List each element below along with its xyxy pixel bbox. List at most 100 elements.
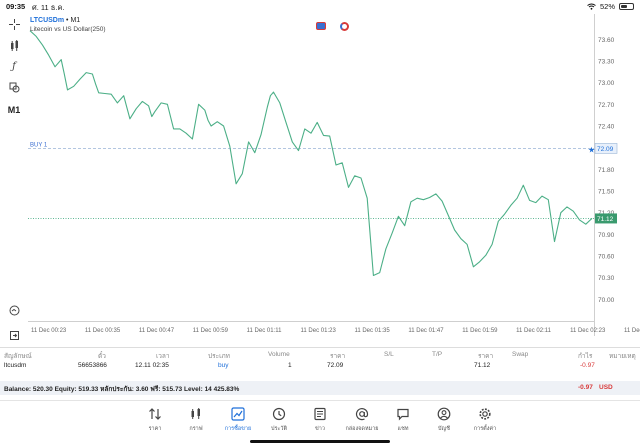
table-header: สัญลักษณ์ ตั๋ว เวลา ประเภท Volume ราคา S… (0, 347, 640, 360)
status-bar: 09:35 ศ. 11 ธ.ค. 52% (0, 0, 640, 14)
x-tick-label: 11 Dec 02:11 (516, 328, 551, 334)
nav-settings[interactable]: การตั้งค่า (465, 407, 505, 433)
order-price-tag (594, 143, 618, 154)
trade-table: สัญลักษณ์ ตั๋ว เวลา ประเภท Volume ราคา S… (0, 347, 640, 395)
title-separator: • (66, 17, 69, 24)
balance-bar: Balance: 520.30 Equity: 519.33 หลักประกั… (0, 381, 640, 395)
nav-chart[interactable]: กราฟ (176, 407, 216, 433)
x-tick-label: 11 Dec 01:23 (301, 328, 337, 334)
row-time: 12.11 02:35 (135, 362, 169, 369)
y-tick-label: 72.40 (598, 124, 615, 131)
settings-icon (479, 408, 491, 420)
header-swap: Swap (512, 351, 529, 358)
header-comment: หมายเหตุ (609, 353, 636, 360)
objects-icon[interactable] (4, 79, 24, 95)
y-tick-label: 73.00 (598, 80, 615, 87)
y-tick-label: 70.60 (598, 254, 615, 261)
x-tick-label: 11 Dec 01:35 (354, 328, 390, 334)
battery-icon (619, 3, 634, 10)
quotes-icon (149, 408, 161, 420)
header-volume: Volume (268, 351, 290, 358)
order-line-label: BUY 1 (30, 142, 48, 148)
battery-percent: 52% (599, 2, 615, 11)
order-star-icon: ★ (588, 145, 595, 154)
price-series-line (29, 30, 593, 277)
row-ticket: 56653866 (78, 362, 107, 369)
y-tick-label: 73.60 (598, 37, 615, 44)
y-tick-label: 72.70 (598, 102, 615, 109)
header-time: เวลา (156, 353, 170, 360)
header-open-price: ราคา (330, 353, 346, 360)
nav-mailbox[interactable]: กล่องจดหมาย (342, 407, 382, 433)
current-price-label: 71.12 (597, 216, 614, 223)
y-tick-label: 71.50 (598, 189, 615, 196)
nav-chat[interactable]: แชท (383, 407, 423, 433)
y-tick-label: 70.00 (598, 297, 615, 304)
chat-icon (397, 408, 409, 421)
balance-currency: USD (599, 384, 613, 391)
header-price: ราคา (478, 353, 494, 360)
y-tick-label: 70.90 (598, 232, 615, 239)
status-indicators: 52% (587, 2, 634, 11)
export-icon[interactable] (4, 327, 24, 343)
order-price-label: 72.09 (597, 146, 614, 153)
bottom-navigation: ราคา กราฟ การซื้อขาย ประวัติ ข่าว กล่องจ… (0, 400, 640, 447)
status-time: 09:35 (6, 2, 26, 11)
crosshair-icon[interactable] (4, 16, 24, 32)
header-profit: กำไร (578, 353, 593, 360)
nav-history[interactable]: ประวัติ (259, 407, 299, 433)
indicators-icon[interactable] (4, 37, 24, 53)
header-ticket: ตั๋ว (98, 353, 106, 360)
trade-icon (231, 407, 245, 421)
timeframe-button[interactable]: M1 (7, 105, 21, 115)
y-tick-label: 73.30 (598, 59, 615, 66)
row-open-price: 72.09 (327, 362, 344, 369)
nav-label-account: บัญชี (438, 426, 450, 432)
nav-label-chart: กราฟ (189, 426, 203, 432)
row-volume: 1 (288, 362, 292, 369)
home-indicator (250, 440, 390, 443)
y-tick-label: 70.30 (598, 275, 615, 282)
nav-account[interactable]: บัญชี (424, 407, 464, 433)
x-tick-label: 11 Dec 00:59 (193, 328, 229, 334)
x-tick-label: 11 Dec 00:35 (85, 328, 121, 334)
nav-label-quotes: ราคา (148, 426, 162, 432)
wifi-icon (587, 3, 596, 10)
history-icon (272, 407, 286, 421)
one-click-trading-icon[interactable] (316, 22, 326, 30)
current-price-tag (595, 213, 617, 224)
zoom-icon[interactable] (4, 302, 24, 318)
mailbox-icon (355, 408, 369, 421)
market-depth-icon[interactable] (340, 22, 349, 31)
chart-timeframe: M1 (70, 17, 81, 24)
price-chart[interactable]: 73.6073.3073.0072.7072.4071.8071.5071.20… (28, 14, 640, 347)
nav-label-history: ประวัติ (270, 426, 288, 432)
nav-news[interactable]: ข่าว (300, 407, 340, 433)
nav-label-mailbox: กล่องจดหมาย (345, 426, 379, 432)
header-type: ประเภท (208, 353, 230, 360)
chart-canvas[interactable]: 73.6073.3073.0072.7072.4071.8071.5071.20… (28, 14, 640, 347)
nav-label-trade: การซื้อขาย (224, 426, 252, 432)
news-icon (314, 407, 326, 421)
y-tick-label: 71.80 (598, 167, 615, 174)
header-tp: T/P (432, 351, 443, 358)
x-tick-label: 11 Dec 01:11 (247, 328, 282, 334)
nav-label-settings: การตั้งค่า (473, 426, 497, 432)
chart-icon (191, 408, 200, 419)
function-icon[interactable]: ƒ (12, 60, 16, 72)
row-symbol: ltcusdm (4, 362, 27, 369)
balance-profit: -0.97 (578, 384, 593, 391)
row-profit: -0.97 (580, 362, 595, 369)
table-row[interactable]: ltcusdm 56653866 12.11 02:35 buy 1 72.09… (0, 359, 640, 371)
chart-toolbar: ƒ M1 (0, 14, 28, 347)
battery-level (621, 5, 627, 8)
header-sl: S/L (384, 351, 394, 358)
account-icon (437, 407, 451, 421)
nav-quotes[interactable]: ราคา (135, 407, 175, 433)
x-tick-label: 11 Dec 02:35 (624, 328, 640, 334)
chart-symbol-title: LTCUSDm • M1 (30, 17, 80, 24)
x-tick-label: 11 Dec 00:23 (31, 328, 67, 334)
row-price: 71.12 (474, 362, 491, 369)
header-symbol: สัญลักษณ์ (4, 353, 32, 360)
nav-trade[interactable]: การซื้อขาย (218, 407, 258, 433)
